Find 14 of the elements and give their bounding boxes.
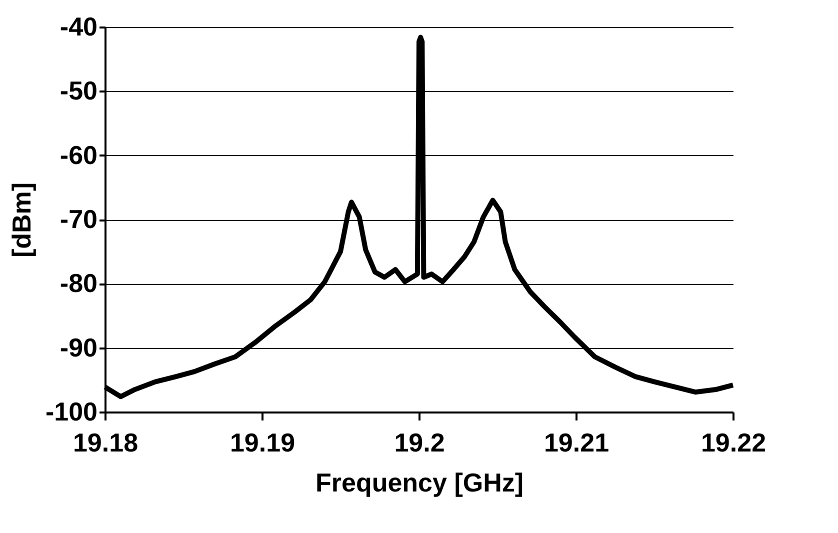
x-tick-label: 19.19 (230, 428, 296, 458)
y-tick-label: -40 (60, 12, 98, 42)
x-tick-label: 19.18 (72, 428, 138, 458)
y-tick-label: -50 (60, 76, 98, 106)
x-tick-label: 19.22 (700, 428, 766, 458)
x-tick-label: 19.2 (394, 428, 445, 458)
x-tick-label: 19.21 (544, 428, 610, 458)
y-tick-label: -70 (60, 204, 98, 234)
y-tick-label: -100 (45, 396, 98, 426)
x-axis-title: Frequency [GHz] (315, 468, 524, 498)
y-tick-label: -90 (60, 332, 98, 362)
y-axis-title: [dBm] (6, 182, 36, 258)
y-tick-label: -80 (60, 268, 98, 298)
y-tick-label: -60 (60, 140, 98, 170)
